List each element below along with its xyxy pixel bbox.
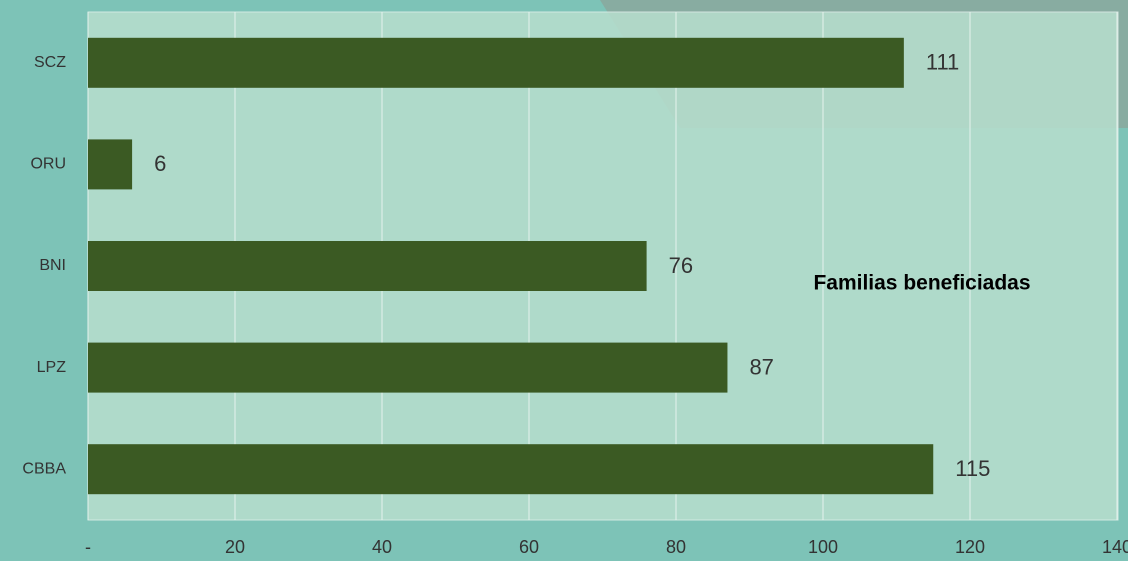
- y-tick-label: LPZ: [37, 359, 67, 376]
- x-tick-label: 40: [372, 537, 392, 557]
- bar: [88, 38, 904, 88]
- bar: [88, 444, 933, 494]
- x-tick-label: 80: [666, 537, 686, 557]
- x-tick-label: 140: [1102, 537, 1128, 557]
- value-label: 6: [154, 151, 166, 176]
- x-tick-label: 100: [808, 537, 838, 557]
- bar: [88, 343, 727, 393]
- value-label: 76: [669, 253, 693, 278]
- y-tick-label: SCZ: [34, 54, 66, 71]
- bar: [88, 139, 132, 189]
- x-tick-label: 20: [225, 537, 245, 557]
- y-tick-label: ORU: [30, 156, 66, 173]
- y-tick-label: BNI: [39, 257, 66, 274]
- x-tick-label: -: [85, 537, 91, 557]
- value-label: 111: [926, 50, 959, 75]
- value-label: 87: [749, 354, 773, 379]
- y-tick-label: CBBA: [22, 460, 66, 477]
- x-tick-label: 60: [519, 537, 539, 557]
- x-tick-label: 120: [955, 537, 985, 557]
- annotation: Familias beneficiadas: [813, 272, 1030, 295]
- value-label: 115: [955, 456, 990, 481]
- page: {"chart_data": {"type": "barh", "annotat…: [0, 0, 1128, 561]
- chart: Familias beneficiadas - 20 40 60 80 100 120 140…: [0, 0, 1128, 561]
- bar: [88, 241, 647, 291]
